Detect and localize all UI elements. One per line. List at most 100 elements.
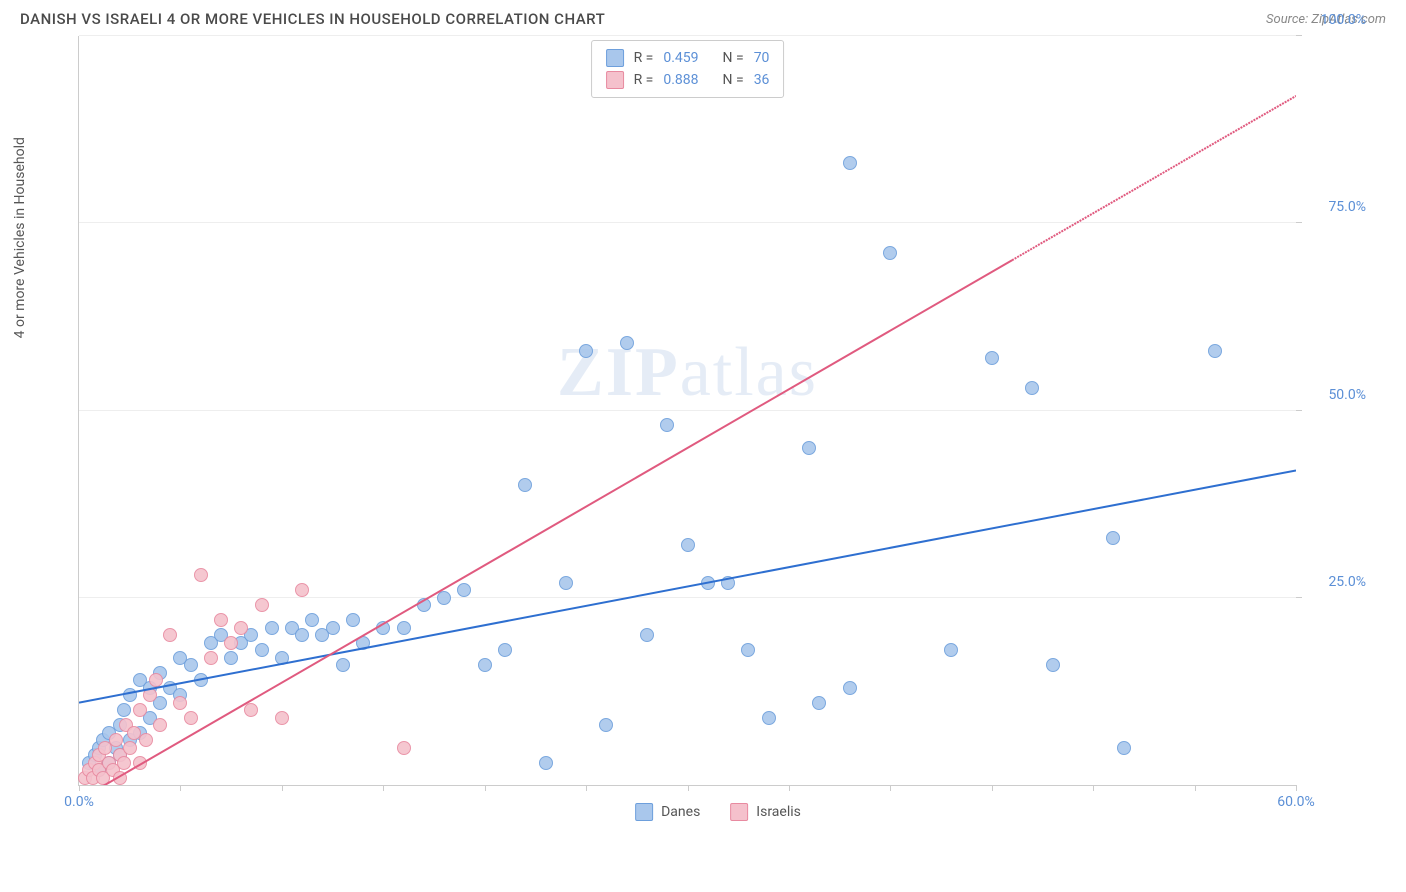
stat-n: 36: [754, 72, 770, 88]
data-point: [1106, 531, 1120, 545]
data-point: [153, 718, 167, 732]
data-point: [1117, 741, 1131, 755]
data-point: [1046, 658, 1060, 672]
data-point: [1208, 344, 1222, 358]
data-point: [336, 658, 350, 672]
data-point: [681, 538, 695, 552]
data-point: [762, 711, 776, 725]
data-point: [184, 711, 198, 725]
data-point: [326, 621, 340, 635]
data-point: [346, 613, 360, 627]
data-point: [305, 613, 319, 627]
gridline: [79, 35, 1296, 36]
gridline: [79, 410, 1296, 411]
legend-label: Israelis: [756, 804, 801, 820]
data-point: [1025, 381, 1039, 395]
stat-label: N =: [723, 72, 744, 88]
data-point: [437, 591, 451, 605]
data-point: [843, 681, 857, 695]
trendlines: [79, 36, 1296, 785]
data-point: [117, 703, 131, 717]
data-point: [139, 733, 153, 747]
data-point: [255, 643, 269, 657]
y-tick-label: 100.0%: [1321, 12, 1366, 28]
data-point: [194, 568, 208, 582]
data-point: [397, 621, 411, 635]
legend-swatch: [730, 803, 748, 821]
data-point: [741, 643, 755, 657]
data-point: [478, 658, 492, 672]
data-point: [721, 576, 735, 590]
data-point: [255, 598, 269, 612]
data-point: [397, 741, 411, 755]
stat-label: R =: [634, 72, 654, 88]
chart-container: 4 or more Vehicles in Household ZIPatlas…: [60, 36, 1376, 826]
series-swatch: [606, 71, 624, 89]
legend-label: Danes: [661, 804, 700, 820]
data-point: [117, 756, 131, 770]
data-point: [133, 756, 147, 770]
stat-r: 0.459: [663, 50, 698, 66]
x-tick-label: 0.0%: [64, 794, 94, 810]
data-point: [579, 344, 593, 358]
legend-item: Israelis: [730, 803, 801, 821]
data-point: [123, 741, 137, 755]
stats-row: R = 0.459 N = 70: [606, 47, 770, 69]
data-point: [113, 771, 127, 785]
watermark: ZIPatlas: [557, 333, 818, 413]
y-tick-label: 25.0%: [1328, 574, 1366, 590]
series-swatch: [606, 49, 624, 67]
bottom-legend: Danes Israelis: [635, 803, 801, 821]
data-point: [518, 478, 532, 492]
chart-title: DANISH VS ISRAELI 4 OR MORE VEHICLES IN …: [20, 10, 605, 28]
data-point: [417, 598, 431, 612]
data-point: [356, 636, 370, 650]
data-point: [234, 621, 248, 635]
x-tick-label: 60.0%: [1277, 794, 1315, 810]
data-point: [620, 336, 634, 350]
data-point: [149, 673, 163, 687]
data-point: [599, 718, 613, 732]
data-point: [295, 583, 309, 597]
data-point: [265, 621, 279, 635]
data-point: [457, 583, 471, 597]
data-point: [498, 643, 512, 657]
stat-n: 70: [754, 50, 770, 66]
data-point: [224, 651, 238, 665]
data-point: [173, 696, 187, 710]
data-point: [944, 643, 958, 657]
legend-swatch: [635, 803, 653, 821]
data-point: [109, 733, 123, 747]
data-point: [539, 756, 553, 770]
data-point: [985, 351, 999, 365]
data-point: [376, 621, 390, 635]
stats-legend: R = 0.459 N = 70 R = 0.888 N = 36: [591, 40, 785, 98]
data-point: [701, 576, 715, 590]
data-point: [163, 628, 177, 642]
data-point: [275, 651, 289, 665]
data-point: [883, 246, 897, 260]
stats-row: R = 0.888 N = 36: [606, 69, 770, 91]
data-point: [802, 441, 816, 455]
y-axis-label: 4 or more Vehicles in Household: [12, 137, 28, 338]
plot-area: ZIPatlas R =0.459N =70R =0.888N =36 25.0…: [78, 36, 1296, 786]
stat-r: 0.888: [663, 72, 698, 88]
data-point: [224, 636, 238, 650]
legend-item: Danes: [635, 803, 700, 821]
data-point: [123, 688, 137, 702]
stat-label: N =: [723, 50, 744, 66]
y-tick-label: 50.0%: [1328, 387, 1366, 403]
data-point: [214, 613, 228, 627]
data-point: [295, 628, 309, 642]
data-point: [559, 576, 573, 590]
data-point: [275, 711, 289, 725]
y-tick-label: 75.0%: [1328, 199, 1366, 215]
data-point: [194, 673, 208, 687]
data-point: [184, 658, 198, 672]
data-point: [843, 156, 857, 170]
data-point: [244, 703, 258, 717]
stat-label: R =: [634, 50, 654, 66]
gridline: [79, 222, 1296, 223]
data-point: [812, 696, 826, 710]
data-point: [204, 651, 218, 665]
